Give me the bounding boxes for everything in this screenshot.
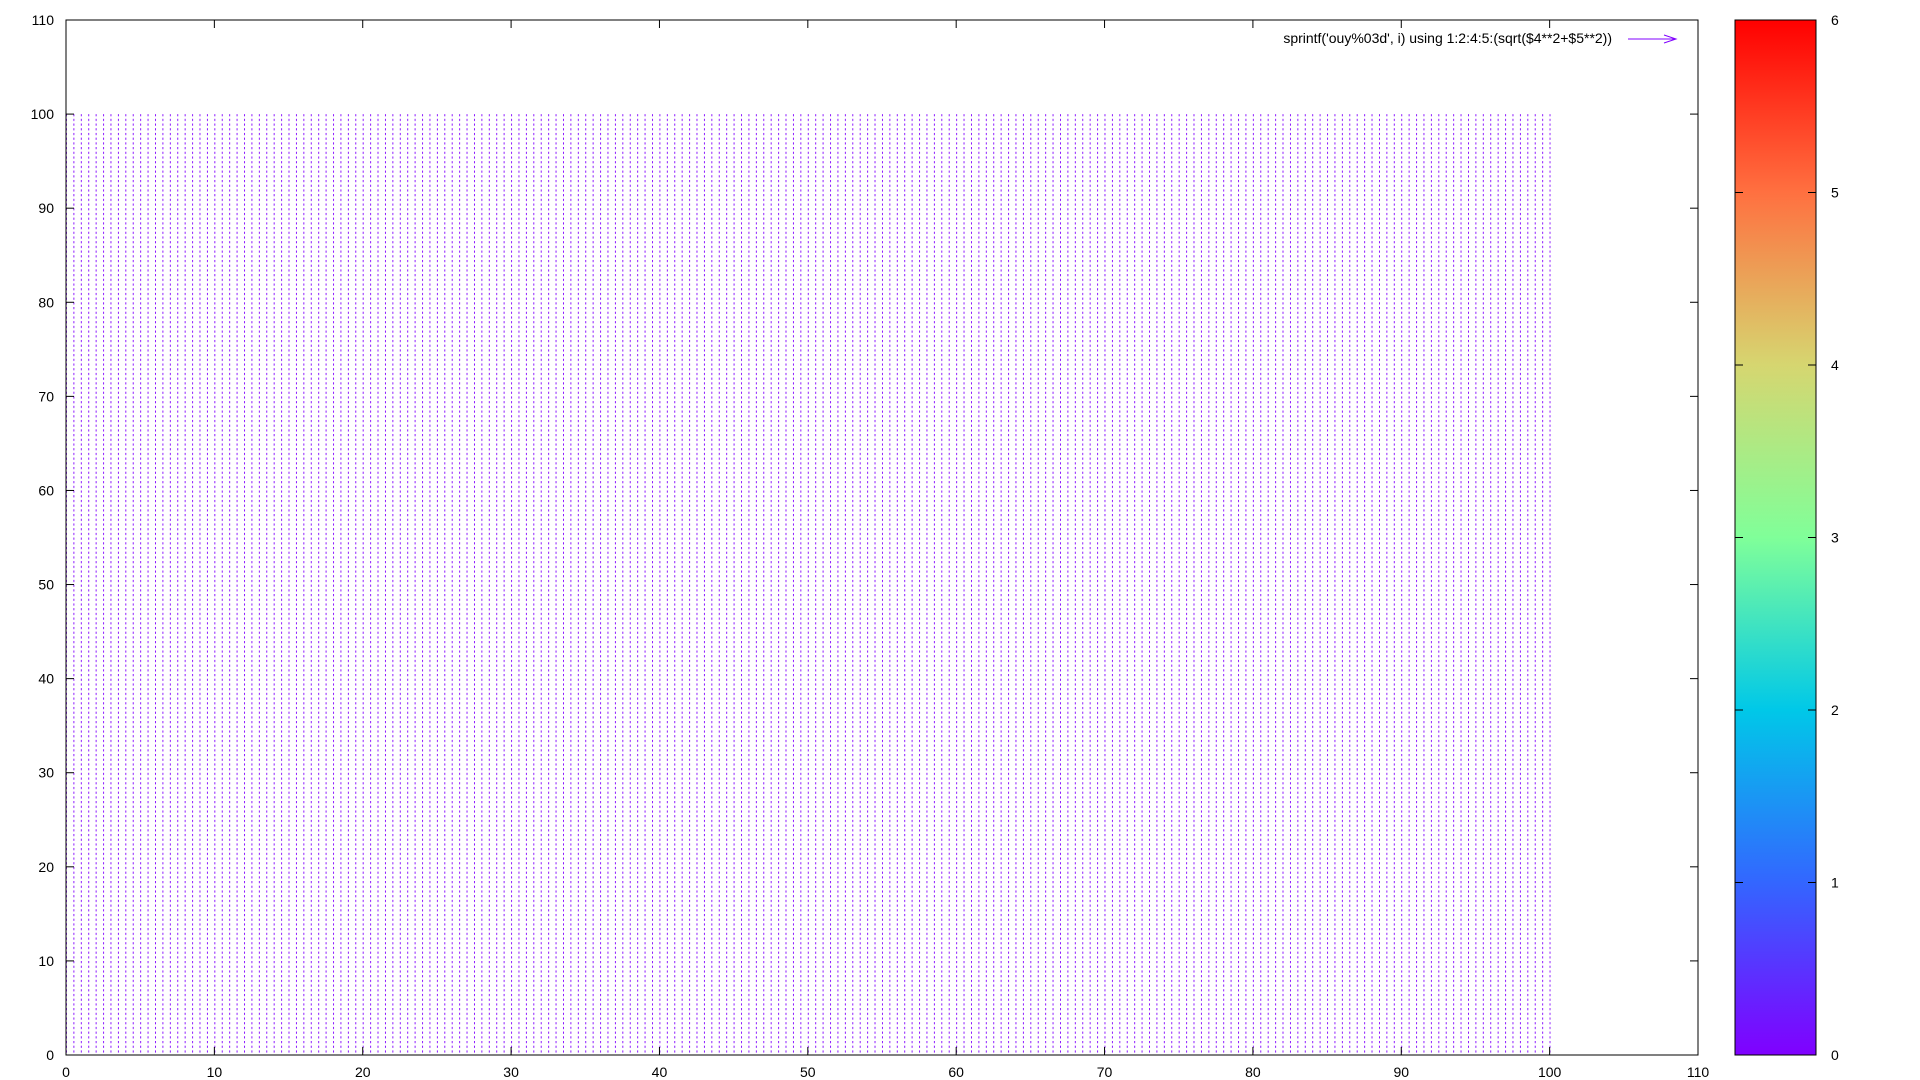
x-tick-label: 70 (1097, 1064, 1113, 1080)
x-tick-label: 60 (948, 1064, 964, 1080)
colorbar-tick-label: 0 (1831, 1047, 1839, 1063)
colorbar-tick-label: 6 (1831, 12, 1839, 28)
y-axis: 0 10 20 30 40 50 60 70 80 90 100 110 (31, 12, 1698, 1063)
vector-field-region (66, 114, 1551, 1055)
y-tick-label: 10 (38, 953, 54, 969)
x-tick-label: 100 (1538, 1064, 1562, 1080)
y-tick-label: 0 (46, 1047, 54, 1063)
y-tick-label: 90 (38, 200, 54, 216)
colorbar: 0 1 2 3 4 5 6 (1734, 12, 1839, 1063)
legend: sprintf('ouy%03d', i) using 1:2:4:5:(sqr… (1283, 30, 1678, 46)
x-tick-label: 0 (62, 1064, 70, 1080)
x-tick-label: 30 (503, 1064, 519, 1080)
colorbar-tick-label: 5 (1831, 185, 1839, 201)
y-tick-label: 20 (38, 859, 54, 875)
x-tick-label: 20 (355, 1064, 371, 1080)
plot-frame (65, 19, 1699, 1056)
x-tick-label: 50 (800, 1064, 816, 1080)
y-tick-label: 50 (38, 577, 54, 593)
colorbar-tick-label: 4 (1831, 357, 1839, 373)
x-tick-label: 40 (652, 1064, 668, 1080)
legend-arrow-head-icon (1663, 34, 1678, 44)
colorbar-ticks: 0 1 2 3 4 5 6 (1735, 12, 1839, 1063)
x-tick-label: 110 (1687, 1064, 1710, 1080)
x-axis: 0 10 20 30 40 50 60 70 80 90 100 110 (62, 20, 1709, 1080)
y-tick-label: 80 (38, 294, 54, 310)
legend-entry-label: sprintf('ouy%03d', i) using 1:2:4:5:(sqr… (1283, 30, 1612, 46)
y-tick-label: 70 (38, 388, 54, 404)
y-tick-label: 30 (38, 765, 54, 781)
colorbar-tick-label: 2 (1831, 702, 1839, 718)
colorbar-gradient (1735, 20, 1816, 1055)
y-tick-label: 110 (32, 12, 55, 28)
y-tick-label: 40 (38, 671, 54, 687)
colorbar-tick-label: 3 (1831, 530, 1839, 546)
y-tick-label: 100 (31, 106, 55, 122)
y-tick-label: 60 (38, 482, 54, 498)
x-tick-label: 10 (207, 1064, 223, 1080)
x-tick-label: 80 (1245, 1064, 1261, 1080)
x-tick-label: 90 (1393, 1064, 1409, 1080)
colorbar-tick-label: 1 (1831, 875, 1839, 891)
